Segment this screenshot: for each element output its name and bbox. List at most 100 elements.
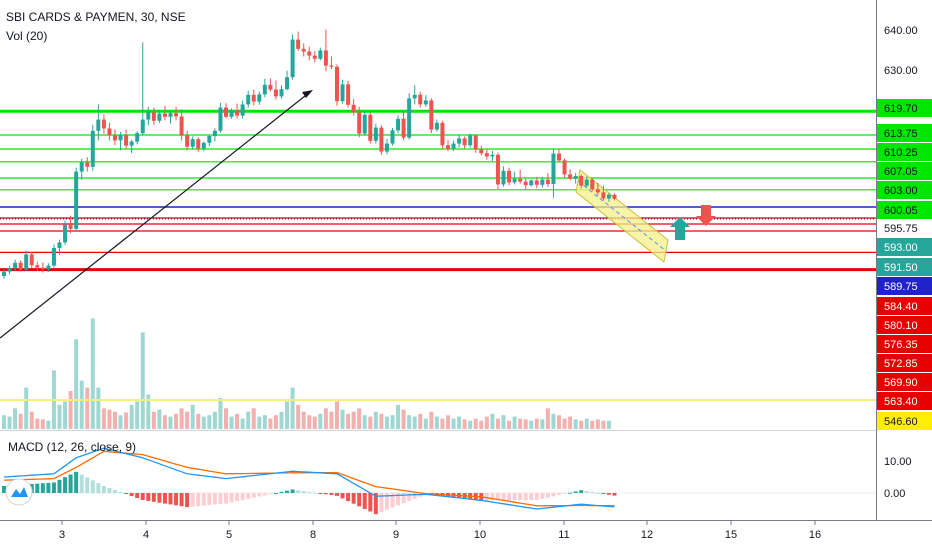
candle-body — [423, 100, 428, 105]
macd-histogram-bar — [340, 493, 345, 499]
candle-body — [357, 112, 362, 134]
volume-bar — [529, 420, 534, 429]
volume-bar — [251, 408, 256, 429]
time-tick-label: 5 — [226, 529, 232, 541]
macd-histogram-bar — [495, 493, 500, 501]
price-level-flag-label: 563.40 — [884, 396, 918, 408]
volume-bar — [562, 418, 567, 429]
buy-arrow-icon[interactable] — [670, 217, 690, 240]
volume-bar — [224, 408, 228, 429]
macd-histogram-bar — [162, 493, 167, 504]
macd-histogram-bar — [412, 493, 417, 499]
volume-bar — [168, 416, 173, 429]
candle-body — [174, 113, 179, 117]
volume-bar — [407, 415, 412, 429]
macd-histogram-bar — [246, 493, 251, 499]
macd-histogram-bar — [568, 492, 573, 494]
candle-body — [573, 176, 578, 179]
price-level-flag — [877, 392, 932, 410]
price-level-flag — [877, 297, 932, 315]
candle-body — [568, 174, 573, 179]
macd-histogram-bar — [262, 493, 267, 496]
candle-body — [251, 94, 256, 102]
macd-histogram-bar — [285, 490, 290, 493]
volume-bar — [229, 416, 234, 429]
macd-histogram-bar — [379, 493, 384, 512]
macd-histogram-bar — [129, 493, 134, 497]
macd-histogram-bar — [279, 491, 284, 493]
macd-histogram-bar — [390, 493, 395, 508]
candle-body — [518, 178, 523, 182]
macd-histogram-bar — [135, 493, 140, 499]
macd-histogram-bar — [273, 493, 278, 494]
candle-body — [146, 112, 151, 120]
macd-tick-label: 0.00 — [884, 488, 905, 500]
tradingview-logo-icon[interactable] — [5, 478, 33, 506]
candle-body — [140, 119, 145, 134]
macd-histogram-bar — [512, 493, 517, 501]
candle-body — [273, 89, 278, 97]
candle-body — [46, 265, 51, 270]
candle-body — [418, 94, 423, 105]
volume-bar — [595, 419, 600, 429]
price-level-flag — [877, 258, 932, 276]
macd-histogram-bar — [240, 493, 245, 501]
candle-body — [551, 153, 556, 184]
price-tick-label: 640.00 — [884, 25, 918, 37]
macd-histogram-bar — [251, 493, 256, 498]
volume-bar — [257, 416, 262, 429]
volume-bar — [573, 419, 578, 429]
candle-body — [13, 262, 18, 269]
candle-body — [446, 145, 450, 149]
candle-body — [135, 133, 140, 142]
macd-histogram-bar — [35, 483, 40, 493]
candle-body — [224, 107, 228, 117]
volume-bar — [151, 411, 156, 429]
price-level-flag — [877, 238, 932, 256]
volume-bar — [551, 413, 556, 429]
volume-bar — [190, 404, 195, 429]
candle-body — [7, 268, 12, 272]
macd-histogram-bar — [296, 490, 301, 493]
volume-bar — [307, 415, 312, 429]
volume-bar — [7, 416, 12, 429]
uptrend-line[interactable] — [0, 91, 311, 339]
volume-bar — [335, 401, 339, 429]
candle-body — [29, 254, 34, 266]
candle-body — [129, 141, 134, 146]
candle-body — [162, 113, 167, 117]
volume-bar — [290, 387, 295, 429]
macd-histogram-bar — [179, 493, 184, 507]
price-level-flag — [877, 316, 932, 334]
candle-body — [412, 94, 417, 99]
candle-body — [151, 112, 156, 121]
symbol-title[interactable]: SBI CARDS & PAYMEN, 30, NSE — [6, 10, 186, 24]
candle-body — [479, 149, 484, 154]
volume-bar — [440, 418, 445, 429]
volume-bar — [557, 415, 561, 429]
candle-body — [529, 180, 534, 186]
price-level-flag-label: 591.50 — [884, 262, 918, 274]
volume-bar — [373, 411, 378, 429]
candle-body — [340, 84, 345, 102]
volume-bar — [63, 401, 68, 429]
volume-bar — [512, 416, 517, 429]
candle-body — [51, 248, 56, 266]
volume-bar — [79, 380, 84, 429]
macd-histogram-bar — [257, 493, 262, 497]
volume-bar — [285, 401, 290, 429]
candle-body — [196, 139, 201, 149]
macd-histogram-bar — [507, 493, 512, 501]
sell-arrow-icon[interactable] — [696, 205, 716, 226]
macd-histogram-bar — [590, 491, 595, 493]
volume-bar — [157, 409, 162, 429]
price-level-flag — [877, 124, 932, 142]
time-tick-label: 3 — [59, 529, 65, 541]
volume-study-label[interactable]: Vol (20) — [6, 29, 48, 43]
macd-study-label[interactable]: MACD (12, 26, close, 9) — [8, 440, 137, 454]
candle-body — [57, 242, 62, 248]
volume-bar — [262, 415, 267, 429]
candle-body — [190, 139, 195, 147]
macd-histogram-bar — [207, 493, 212, 506]
